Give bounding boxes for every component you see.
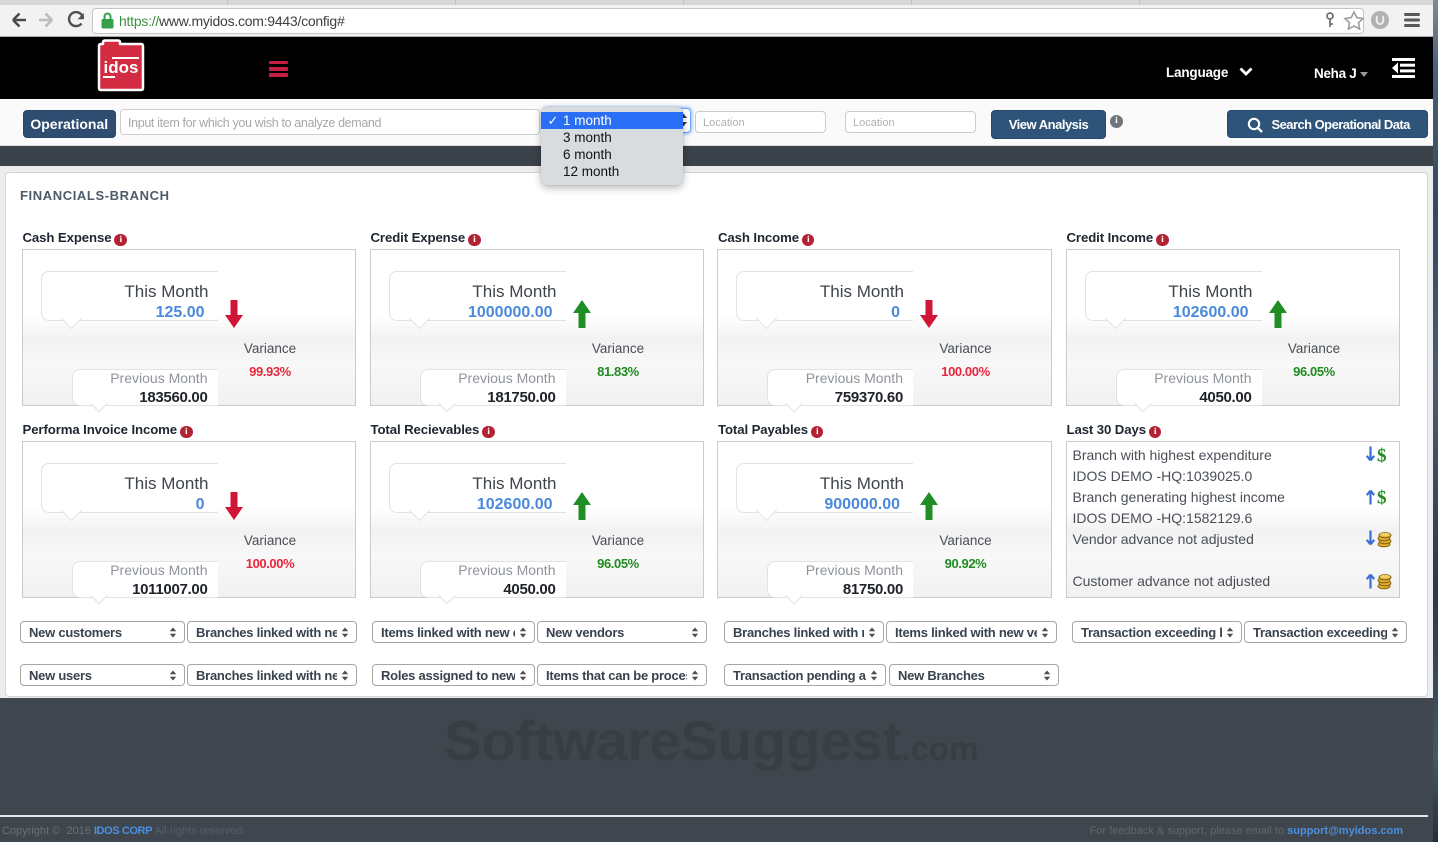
svg-text:$: $ — [1377, 446, 1387, 464]
svg-text:$: $ — [1377, 488, 1387, 506]
